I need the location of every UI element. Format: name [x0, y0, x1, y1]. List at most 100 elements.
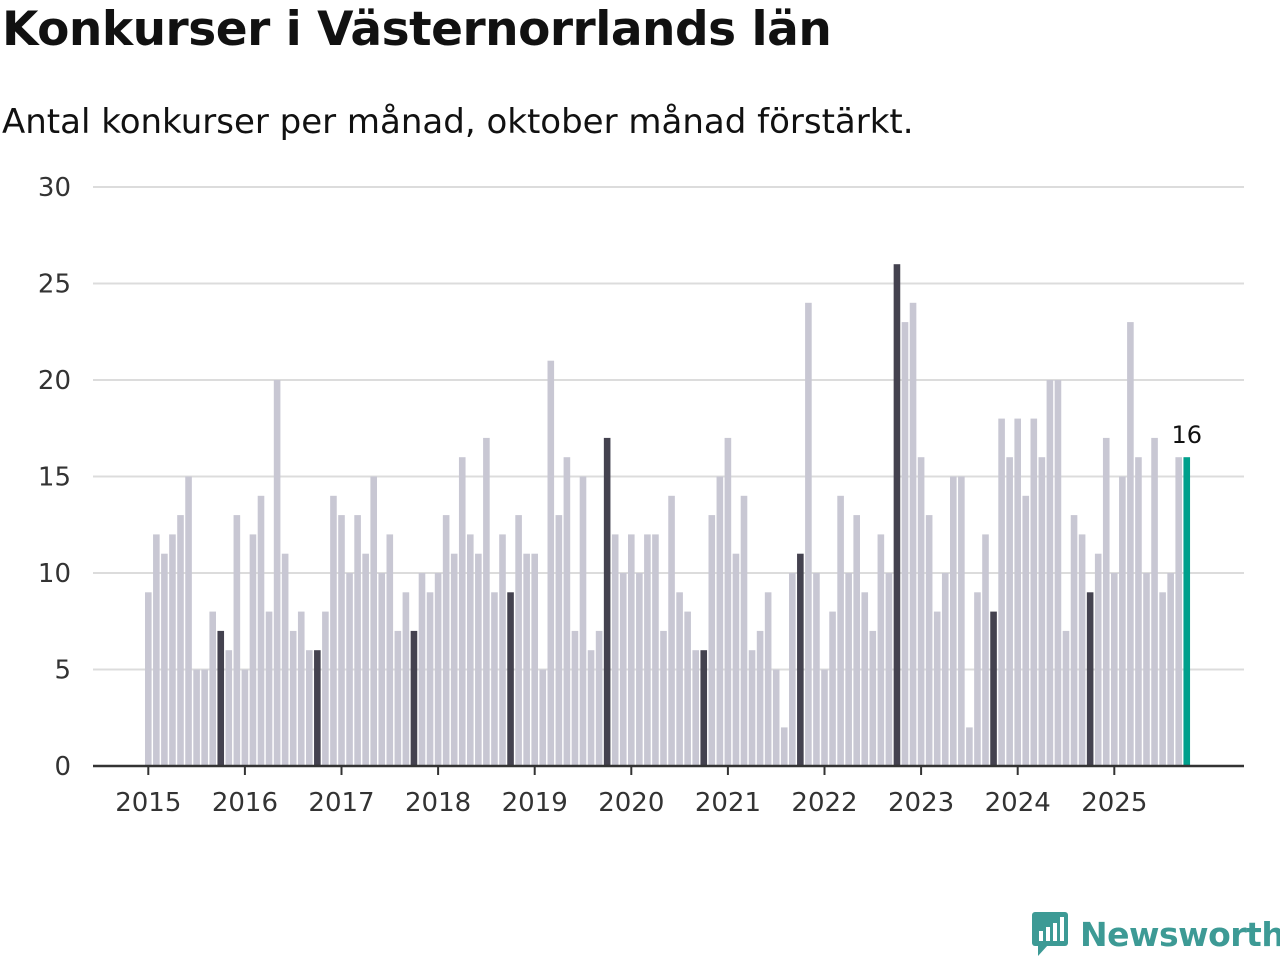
- bar: [1070, 515, 1078, 766]
- bar: [756, 630, 764, 766]
- bar: [185, 476, 192, 766]
- bar: [434, 573, 442, 766]
- bar: [169, 534, 176, 766]
- bar: [467, 534, 474, 766]
- bar: [249, 534, 257, 766]
- bar: [1151, 437, 1158, 766]
- bar: [515, 515, 522, 766]
- bar: [909, 302, 917, 766]
- bar: [1119, 476, 1126, 766]
- data-label-latest: 16: [1171, 421, 1202, 449]
- bar: [925, 515, 933, 766]
- bar: [829, 611, 836, 766]
- bar: [668, 495, 675, 766]
- bar: [145, 592, 152, 766]
- y-axis-ticks: 0 5 10 15 20 25 30: [38, 173, 71, 782]
- bar: [555, 515, 563, 766]
- bar: [732, 553, 740, 766]
- chart-title: Konkurser i Västernorrlands län: [2, 2, 832, 57]
- x-tick-label: 2023: [888, 788, 954, 818]
- bar: [1086, 592, 1094, 766]
- bar: [982, 534, 989, 766]
- bar: [869, 630, 877, 766]
- bar: [1054, 380, 1062, 766]
- bar: [933, 611, 941, 766]
- bar: [837, 495, 844, 766]
- bar: [297, 611, 305, 766]
- bar: [233, 515, 241, 766]
- bar: [901, 322, 909, 766]
- x-tick-label: 2021: [695, 788, 761, 818]
- bar: [1094, 553, 1102, 766]
- bar: [442, 515, 450, 766]
- bar: [780, 727, 788, 766]
- bar: [458, 457, 466, 766]
- bar: [813, 573, 820, 766]
- bar: [1159, 592, 1166, 766]
- bar: [1062, 630, 1070, 766]
- bars: [145, 264, 1191, 766]
- bar: [708, 515, 716, 766]
- bar: [1014, 418, 1021, 766]
- bar: [595, 630, 603, 766]
- bar: [475, 553, 482, 766]
- x-tick-label: 2018: [405, 788, 471, 818]
- bar: [354, 515, 361, 766]
- bar: [619, 573, 627, 766]
- bar: [418, 573, 426, 766]
- bar: [483, 437, 490, 766]
- bar: [966, 727, 973, 766]
- bar: [700, 650, 708, 766]
- bar: [716, 476, 724, 766]
- y-tick-label: 20: [38, 366, 71, 396]
- bar: [740, 495, 748, 766]
- bar: [571, 630, 579, 766]
- bar: [394, 630, 402, 766]
- brand-logo: Newsworthy: [1030, 908, 1280, 960]
- bar: [1135, 457, 1142, 766]
- bar: [370, 476, 377, 766]
- bar: [797, 553, 804, 766]
- x-tick-label: 2020: [598, 788, 664, 818]
- bar: [611, 534, 619, 766]
- x-tick-label: 2016: [212, 788, 278, 818]
- annotations: 16: [1171, 421, 1202, 449]
- bar: [450, 553, 458, 766]
- bar: [998, 418, 1005, 766]
- bar: [877, 534, 885, 766]
- bar: [499, 534, 506, 766]
- bar: [523, 553, 530, 766]
- bar: [201, 669, 208, 766]
- bar: [289, 630, 297, 766]
- bar: [772, 669, 780, 766]
- bar: [547, 360, 555, 766]
- bar: [1175, 457, 1182, 766]
- x-axis-ticks: 2015 2016 2017 2018 2019 2020 2021 2022 2023 2024…: [115, 766, 1147, 818]
- bar: [177, 515, 184, 766]
- x-tick-label: 2019: [502, 788, 568, 818]
- bar: [539, 669, 547, 766]
- bar: [378, 573, 386, 766]
- bar: [958, 476, 965, 766]
- bar: [579, 476, 587, 766]
- bar: [386, 534, 394, 766]
- y-tick-label: 5: [54, 656, 71, 686]
- bar: [587, 650, 595, 766]
- y-tick-label: 15: [38, 463, 71, 493]
- x-tick-label: 2024: [985, 788, 1051, 818]
- newsworthy-logo-icon: [1032, 912, 1068, 956]
- bar: [322, 611, 329, 766]
- bar: [507, 592, 514, 766]
- x-tick-label: 2025: [1081, 788, 1147, 818]
- bar: [990, 611, 997, 766]
- bar: [153, 534, 160, 766]
- y-tick-label: 0: [54, 752, 71, 782]
- bar: [845, 573, 852, 766]
- bar: [531, 553, 538, 766]
- bar: [1030, 418, 1038, 766]
- bar: [563, 457, 571, 766]
- bar: [628, 534, 635, 766]
- bar: [1143, 573, 1150, 766]
- bar: [1111, 573, 1118, 766]
